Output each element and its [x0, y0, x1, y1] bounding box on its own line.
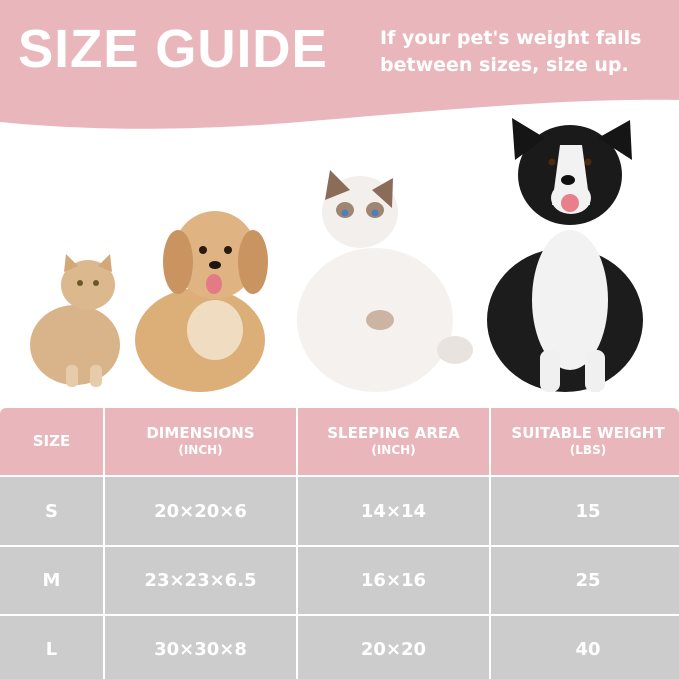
header-label: SLEEPING AREA	[327, 423, 460, 442]
pets-photo	[30, 118, 643, 392]
cell-sleeping-area: 16×16	[298, 547, 489, 614]
size-table: SIZE DIMENSIONS (INCH) SLEEPING AREA (INCH…	[0, 408, 679, 679]
cell-weight: 40	[491, 616, 679, 679]
header-unit: (INCH)	[178, 442, 223, 457]
note-line-2: between sizes, size up.	[380, 54, 629, 76]
orange-cat-image	[30, 254, 120, 387]
page-title: SIZE GUIDE	[18, 19, 328, 79]
cell-size: L	[0, 616, 103, 679]
header-label: SIZE	[32, 432, 71, 450]
cell-dimensions: 20×20×6	[105, 477, 296, 545]
cell-sleeping-area: 14×14	[298, 477, 489, 545]
cell-dimensions: 23×23×6.5	[105, 547, 296, 614]
ragdoll-cat-image	[297, 170, 473, 392]
poodle-dog-image	[135, 211, 268, 392]
header-suitable-weight: SUITABLE WEIGHT (LBS)	[491, 408, 679, 475]
cell-sleeping-area: 20×20	[298, 616, 489, 679]
header-unit: (LBS)	[569, 442, 607, 457]
header-label: DIMENSIONS	[146, 423, 255, 442]
header-sleeping-area: SLEEPING AREA (INCH)	[298, 408, 489, 475]
size-advice-note: If your pet's weight falls between sizes…	[380, 25, 641, 79]
cell-size: M	[0, 547, 103, 614]
header-size: SIZE	[0, 408, 103, 475]
note-line-1: If your pet's weight falls	[380, 27, 642, 49]
header-dimensions: DIMENSIONS (INCH)	[105, 408, 296, 475]
cell-dimensions: 30×30×8	[105, 616, 296, 679]
header-label: SUITABLE WEIGHT	[511, 423, 665, 442]
cell-weight: 25	[491, 547, 679, 614]
cell-size: S	[0, 477, 103, 545]
border-collie-image	[487, 118, 643, 392]
header-banner	[0, 0, 679, 129]
cell-weight: 15	[491, 477, 679, 545]
header-unit: (INCH)	[371, 442, 416, 457]
